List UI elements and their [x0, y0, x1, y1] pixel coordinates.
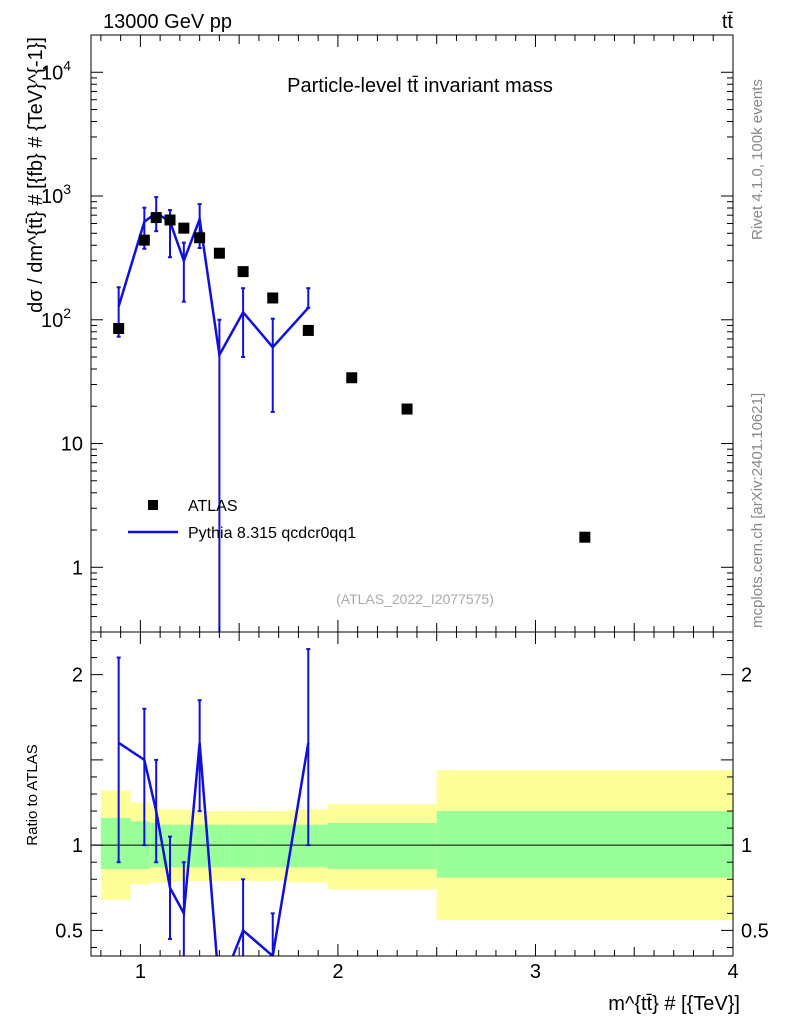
- atlas-data-point: [579, 531, 591, 543]
- mcplots-label: mcplots.cern.ch [arXiv:2401.10621]: [749, 393, 766, 628]
- ratio-band-inner: [193, 824, 210, 868]
- atlas-data-point: [346, 372, 358, 384]
- ratio-y-tick-label-right: 0.5: [741, 920, 769, 942]
- ratio-y-tick-label-right: 2: [741, 665, 752, 687]
- ratio-band-inner: [328, 822, 437, 870]
- ratio-y-tick-label-left: 1: [72, 835, 83, 857]
- pythia-series-line: [117, 211, 310, 359]
- legend-label-pythia: Pythia 8.315 qcdcr0qq1: [188, 525, 356, 542]
- main-frame: [90, 34, 734, 633]
- ratio-y-axis-label: Ratio to ATLAS: [24, 744, 41, 845]
- x-tick-label: 3: [530, 961, 541, 983]
- atlas-data-point: [138, 234, 150, 246]
- y-tick-label: 1: [72, 557, 83, 579]
- energy-label: 13000 GeV pp: [103, 11, 232, 33]
- y-tick-label: 10: [61, 434, 83, 456]
- x-tick-label: 4: [727, 961, 738, 983]
- atlas-data-point: [213, 247, 225, 259]
- analysis-id-label: (ATLAS_2022_I2077575): [336, 591, 494, 607]
- ratio-band-inner: [100, 817, 131, 870]
- ratio-y-tick-label-right: 1: [741, 835, 752, 857]
- ratio-band-inner: [436, 811, 733, 878]
- atlas-data-point: [194, 232, 206, 244]
- ratio-band-inner: [209, 824, 230, 868]
- y-tick-label: 103: [41, 181, 71, 208]
- ratio-band-inner: [229, 824, 259, 868]
- ratio-band-inner: [258, 824, 289, 868]
- atlas-data-point: [164, 214, 176, 226]
- atlas-data-point: [150, 212, 162, 224]
- atlas-data-point: [401, 403, 413, 415]
- ratio-y-tick-label-left: 0.5: [55, 920, 83, 942]
- chart-title: Particle-level tt̄ invariant mass: [287, 75, 553, 97]
- main-y-axis-label: dσ / dm^{tt̄} # [{fb} # {TeV}^{-1}]: [25, 37, 47, 313]
- atlas-data-point: [113, 323, 125, 335]
- legend-marker-atlas: [148, 500, 158, 510]
- rivet-label: Rivet 4.1.0, 100k events: [749, 79, 766, 240]
- x-tick-label: 2: [332, 961, 343, 983]
- atlas-data-point: [237, 266, 249, 278]
- x-axis-label: m^{tt̄} # [{TeV}]: [608, 993, 740, 1015]
- ratio-y-tick-label-left: 2: [72, 665, 83, 687]
- x-tick-label: 1: [135, 961, 146, 983]
- atlas-data-point: [302, 324, 314, 336]
- atlas-data-point: [267, 292, 279, 304]
- ratio-series-line: [117, 741, 310, 956]
- process-label: tt̄: [722, 11, 734, 33]
- atlas-data-point: [178, 222, 190, 234]
- legend-label-atlas: ATLAS: [188, 498, 238, 515]
- legend: ATLAS Pythia 8.315 qcdcr0qq1: [128, 498, 356, 542]
- ratio-panel: 0.5 0.5 1 1 2 2 1 2 3 4 Ratio to ATLAS m^{tt̄} # …: [24, 631, 769, 1015]
